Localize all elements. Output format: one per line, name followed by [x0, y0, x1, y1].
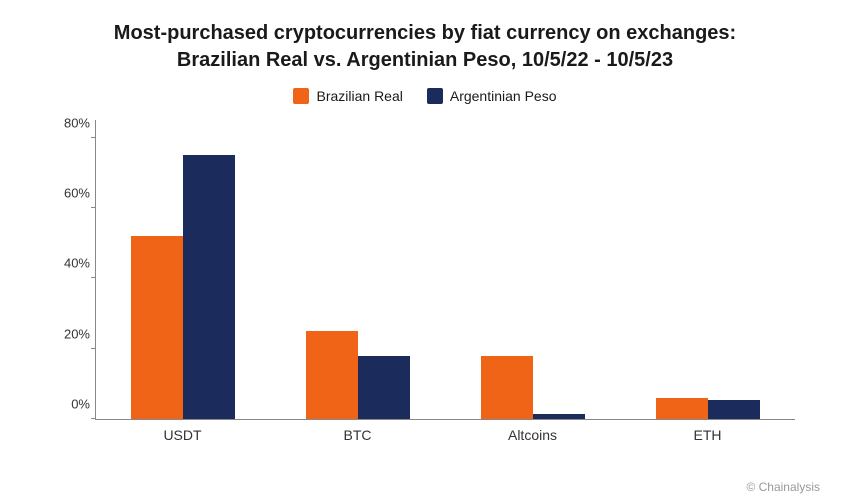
- ytick-label: 80%: [50, 115, 90, 130]
- plot-area: 0% 20% 40% 60% 80% USDT BTC Altcoins: [95, 120, 795, 420]
- legend-swatch: [427, 88, 443, 104]
- x-category-label: Altcoins: [445, 427, 620, 443]
- legend-label: Argentinian Peso: [450, 88, 557, 104]
- ytick-label: 20%: [50, 326, 90, 341]
- x-category-label: USDT: [95, 427, 270, 443]
- bar-group-altcoins: Altcoins: [445, 120, 620, 419]
- chart-title-line2: Brazilian Real vs. Argentinian Peso, 10/…: [30, 47, 820, 74]
- bar-argentinian-peso: [533, 414, 585, 419]
- bar-argentinian-peso: [183, 155, 235, 419]
- ytick-label: 60%: [50, 185, 90, 200]
- bar-argentinian-peso: [358, 356, 410, 419]
- legend-label: Brazilian Real: [316, 88, 402, 104]
- ytick-label: 40%: [50, 256, 90, 271]
- bar-group-usdt: USDT: [95, 120, 270, 419]
- bar-brazilian-real: [481, 356, 533, 419]
- bar-brazilian-real: [131, 236, 183, 419]
- ytick-label: 0%: [50, 397, 90, 412]
- bars-container: USDT BTC Altcoins ETH: [95, 120, 795, 419]
- legend-swatch: [293, 88, 309, 104]
- bar-brazilian-real: [306, 331, 358, 419]
- chart-title-line1: Most-purchased cryptocurrencies by fiat …: [30, 20, 820, 47]
- legend-item-argentinian-peso: Argentinian Peso: [427, 88, 557, 104]
- chart-title: Most-purchased cryptocurrencies by fiat …: [30, 20, 820, 74]
- bar-argentinian-peso: [708, 400, 760, 419]
- bar-group-btc: BTC: [270, 120, 445, 419]
- x-category-label: ETH: [620, 427, 795, 443]
- chart-area: 0% 20% 40% 60% 80% USDT BTC Altcoins: [45, 110, 805, 450]
- bar-group-eth: ETH: [620, 120, 795, 419]
- legend: Brazilian Real Argentinian Peso: [30, 88, 820, 104]
- bar-brazilian-real: [656, 398, 708, 419]
- x-category-label: BTC: [270, 427, 445, 443]
- legend-item-brazilian-real: Brazilian Real: [293, 88, 402, 104]
- credit-text: © Chainalysis: [746, 480, 820, 494]
